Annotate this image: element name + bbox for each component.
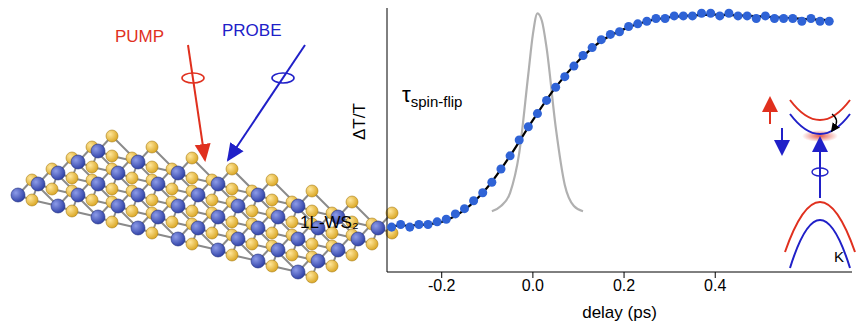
svg-text:delay (ps): delay (ps) <box>582 303 657 322</box>
svg-text:PUMP: PUMP <box>115 27 164 46</box>
svg-text:ΔT/T: ΔT/T <box>350 103 369 140</box>
svg-text:K: K <box>834 248 844 265</box>
svg-text:PROBE: PROBE <box>222 21 282 40</box>
svg-text:1L-WS₂: 1L-WS₂ <box>300 213 359 232</box>
svg-text:0.2: 0.2 <box>613 277 635 294</box>
svg-text:0.4: 0.4 <box>704 277 726 294</box>
html-text:τspin-flip: τspin-flip <box>402 82 463 111</box>
svg-text:0.0: 0.0 <box>522 277 544 294</box>
svg-text:-0.2: -0.2 <box>428 277 456 294</box>
